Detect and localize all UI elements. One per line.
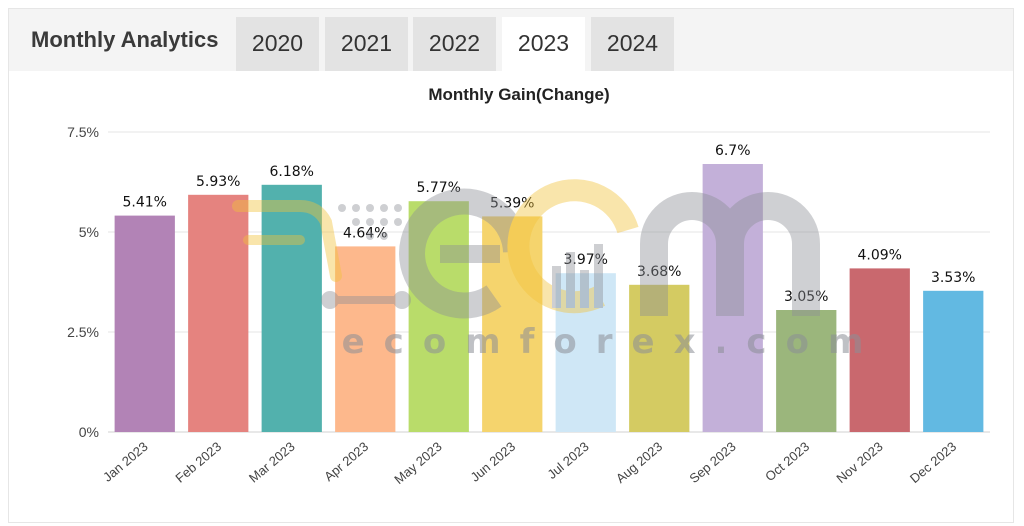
tab-2021[interactable]: 2021 <box>325 17 408 71</box>
x-tick-label: Nov 2023 <box>833 439 885 486</box>
bar <box>702 164 763 432</box>
bar <box>114 215 175 432</box>
bar <box>776 310 837 432</box>
x-tick-label: Mar 2023 <box>246 439 298 486</box>
x-tick-label: Jan 2023 <box>100 439 151 485</box>
data-label: 3.53% <box>931 270 975 286</box>
data-label: 6.7% <box>715 143 751 159</box>
y-tick-label: 2.5% <box>67 324 99 340</box>
bar <box>923 290 984 432</box>
x-tick-label: Aug 2023 <box>613 439 665 486</box>
data-label: 5.41% <box>123 195 167 211</box>
bar <box>335 246 396 432</box>
panel-title: Monthly Analytics <box>31 27 219 52</box>
y-tick-label: 0% <box>79 424 99 440</box>
tab-2020[interactable]: 2020 <box>236 17 319 71</box>
analytics-panel: Monthly Analytics 2020 2021 2022 2023 20… <box>8 8 1014 523</box>
chart-title: Monthly Gain(Change) <box>428 85 609 104</box>
bar <box>849 268 910 432</box>
tab-2022[interactable]: 2022 <box>413 17 496 71</box>
panel-header: Monthly Analytics 2020 2021 2022 2023 20… <box>9 9 1013 71</box>
data-label: 5.77% <box>417 180 461 196</box>
data-label: 6.18% <box>270 164 314 180</box>
bar <box>629 284 690 432</box>
x-tick-label: Apr 2023 <box>321 439 371 484</box>
x-tick-label: Oct 2023 <box>762 439 812 484</box>
data-label: 3.68% <box>637 264 681 280</box>
tab-2023[interactable]: 2023 <box>502 17 585 71</box>
bar <box>555 273 616 432</box>
data-label: 3.05% <box>784 289 828 305</box>
bar <box>261 184 322 432</box>
bar <box>408 201 469 432</box>
x-tick-label: Jun 2023 <box>468 439 519 485</box>
data-label: 3.97% <box>564 252 608 268</box>
data-label: 5.93% <box>196 174 240 190</box>
data-label: 4.09% <box>858 247 902 263</box>
x-tick-label: Dec 2023 <box>907 439 959 486</box>
bar <box>482 216 543 432</box>
x-tick-label: Sep 2023 <box>686 439 738 486</box>
y-tick-label: 7.5% <box>67 124 99 140</box>
bar <box>188 194 249 432</box>
y-tick-label: 5% <box>79 224 99 240</box>
x-tick-label: May 2023 <box>391 439 444 487</box>
data-label: 5.39% <box>490 195 534 211</box>
tab-2024[interactable]: 2024 <box>591 17 674 71</box>
x-tick-label: Jul 2023 <box>544 439 591 482</box>
data-label: 4.64% <box>343 225 387 241</box>
x-tick-label: Feb 2023 <box>172 439 224 486</box>
